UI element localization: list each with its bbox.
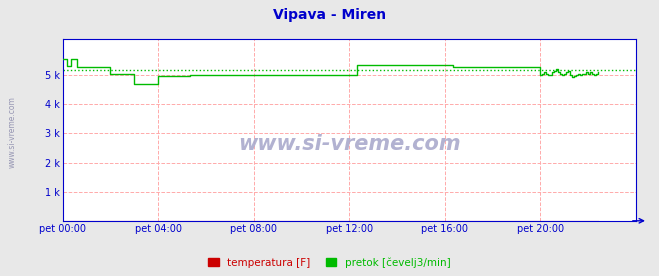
Text: www.si-vreme.com: www.si-vreme.com bbox=[238, 134, 461, 154]
Text: Vipava - Miren: Vipava - Miren bbox=[273, 8, 386, 22]
Legend: temperatura [F], pretok [čevelj3/min]: temperatura [F], pretok [čevelj3/min] bbox=[206, 254, 453, 271]
Text: www.si-vreme.com: www.si-vreme.com bbox=[8, 97, 17, 168]
